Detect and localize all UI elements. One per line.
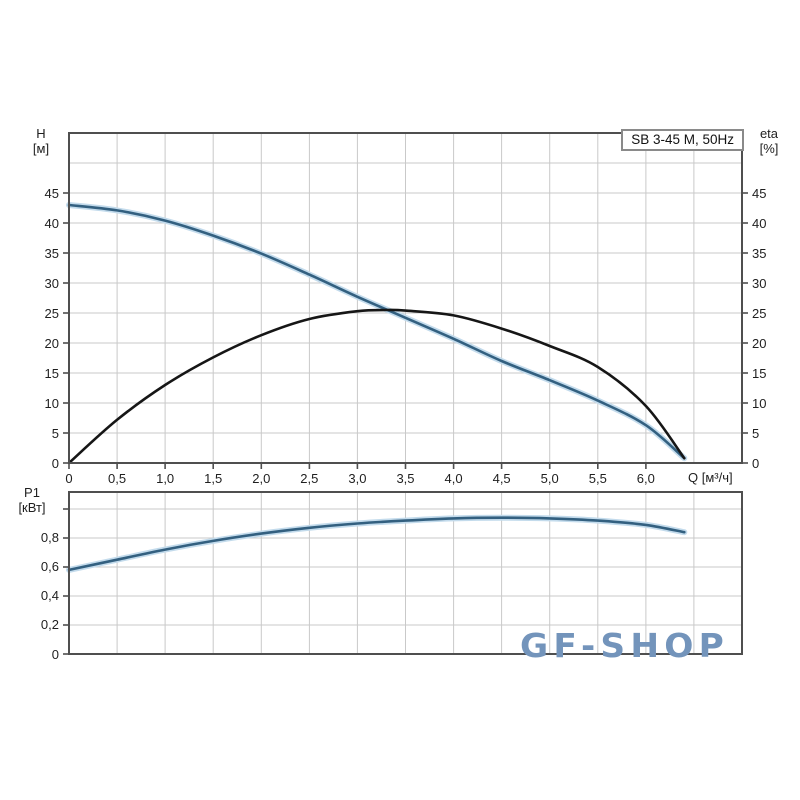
x-tick-label: 0 [65, 471, 73, 486]
x-tick-label: 5,5 [588, 471, 607, 486]
y-tick-label-right: 30 [752, 275, 767, 291]
eta-axis-label-line1: eta [759, 126, 779, 141]
y-tick-label-left: 20 [44, 335, 59, 351]
plot-border [68, 491, 743, 655]
eta-axis-label: eta [%] [746, 126, 792, 156]
p1-axis-label-line2: [кВт] [18, 500, 46, 515]
x-tick-label: 2,5 [300, 471, 319, 486]
x-tick-label: 6,0 [636, 471, 655, 486]
y-tick-label-left: 5 [51, 425, 59, 441]
p1-axis-label: P1 [кВт] [10, 485, 54, 515]
y-tick-label-left: 0,2 [40, 617, 59, 633]
y-tick-label-right: 0 [752, 455, 760, 471]
q-axis-label: Q [м³/ч] [688, 470, 733, 485]
y-tick-label-left: 0,6 [40, 559, 59, 575]
x-tick-label: 5,0 [540, 471, 559, 486]
x-tick-label: 4,0 [444, 471, 463, 486]
p1-axis-label-line1: P1 [24, 485, 40, 500]
x-tick-label: 3,5 [396, 471, 415, 486]
x-tick-label: 1,0 [156, 471, 175, 486]
y-tick-label-left: 30 [44, 275, 59, 291]
y-tick-label-left: 0,4 [40, 588, 59, 604]
x-tick-label: 2,0 [252, 471, 271, 486]
y-tick-label-right: 40 [752, 215, 767, 231]
h-axis-label-line1: H [36, 126, 46, 141]
x-tick-label: 0,5 [108, 471, 127, 486]
y-tick-label-left: 10 [44, 395, 59, 411]
h-axis-label-line2: [м] [32, 141, 50, 156]
y-tick-label-left: 25 [44, 305, 59, 321]
y-tick-label-left: 45 [44, 185, 59, 201]
y-tick-label-right: 10 [752, 395, 767, 411]
x-tick-label: 1,5 [204, 471, 223, 486]
curve-H [67, 203, 686, 460]
y-tick-label-right: 5 [752, 425, 760, 441]
y-tick-label-left: 0,8 [40, 530, 59, 546]
curve-eta [67, 308, 686, 465]
y-tick-label-left: 40 [44, 215, 59, 231]
watermark-text: GF-SHOP [520, 626, 729, 665]
h-axis-label: H [м] [20, 126, 62, 156]
y-tick-label-left: 35 [44, 245, 59, 261]
pump-model-badge: SB 3-45 M, 50Hz [621, 129, 744, 151]
y-tick-label-right: 45 [752, 185, 767, 201]
y-tick-label-left: 0 [51, 646, 59, 662]
y-tick-label-left: 0 [51, 455, 59, 471]
eta-axis-label-line2: [%] [759, 141, 779, 156]
y-tick-label-right: 25 [752, 305, 767, 321]
y-tick-label-right: 35 [752, 245, 767, 261]
x-tick-label: 4,5 [492, 471, 511, 486]
curve-P1 [67, 516, 686, 572]
y-tick-label-left: 15 [44, 365, 59, 381]
x-tick-label: 3,0 [348, 471, 367, 486]
y-tick-label-right: 20 [752, 335, 767, 351]
y-tick-label-right: 15 [752, 365, 767, 381]
